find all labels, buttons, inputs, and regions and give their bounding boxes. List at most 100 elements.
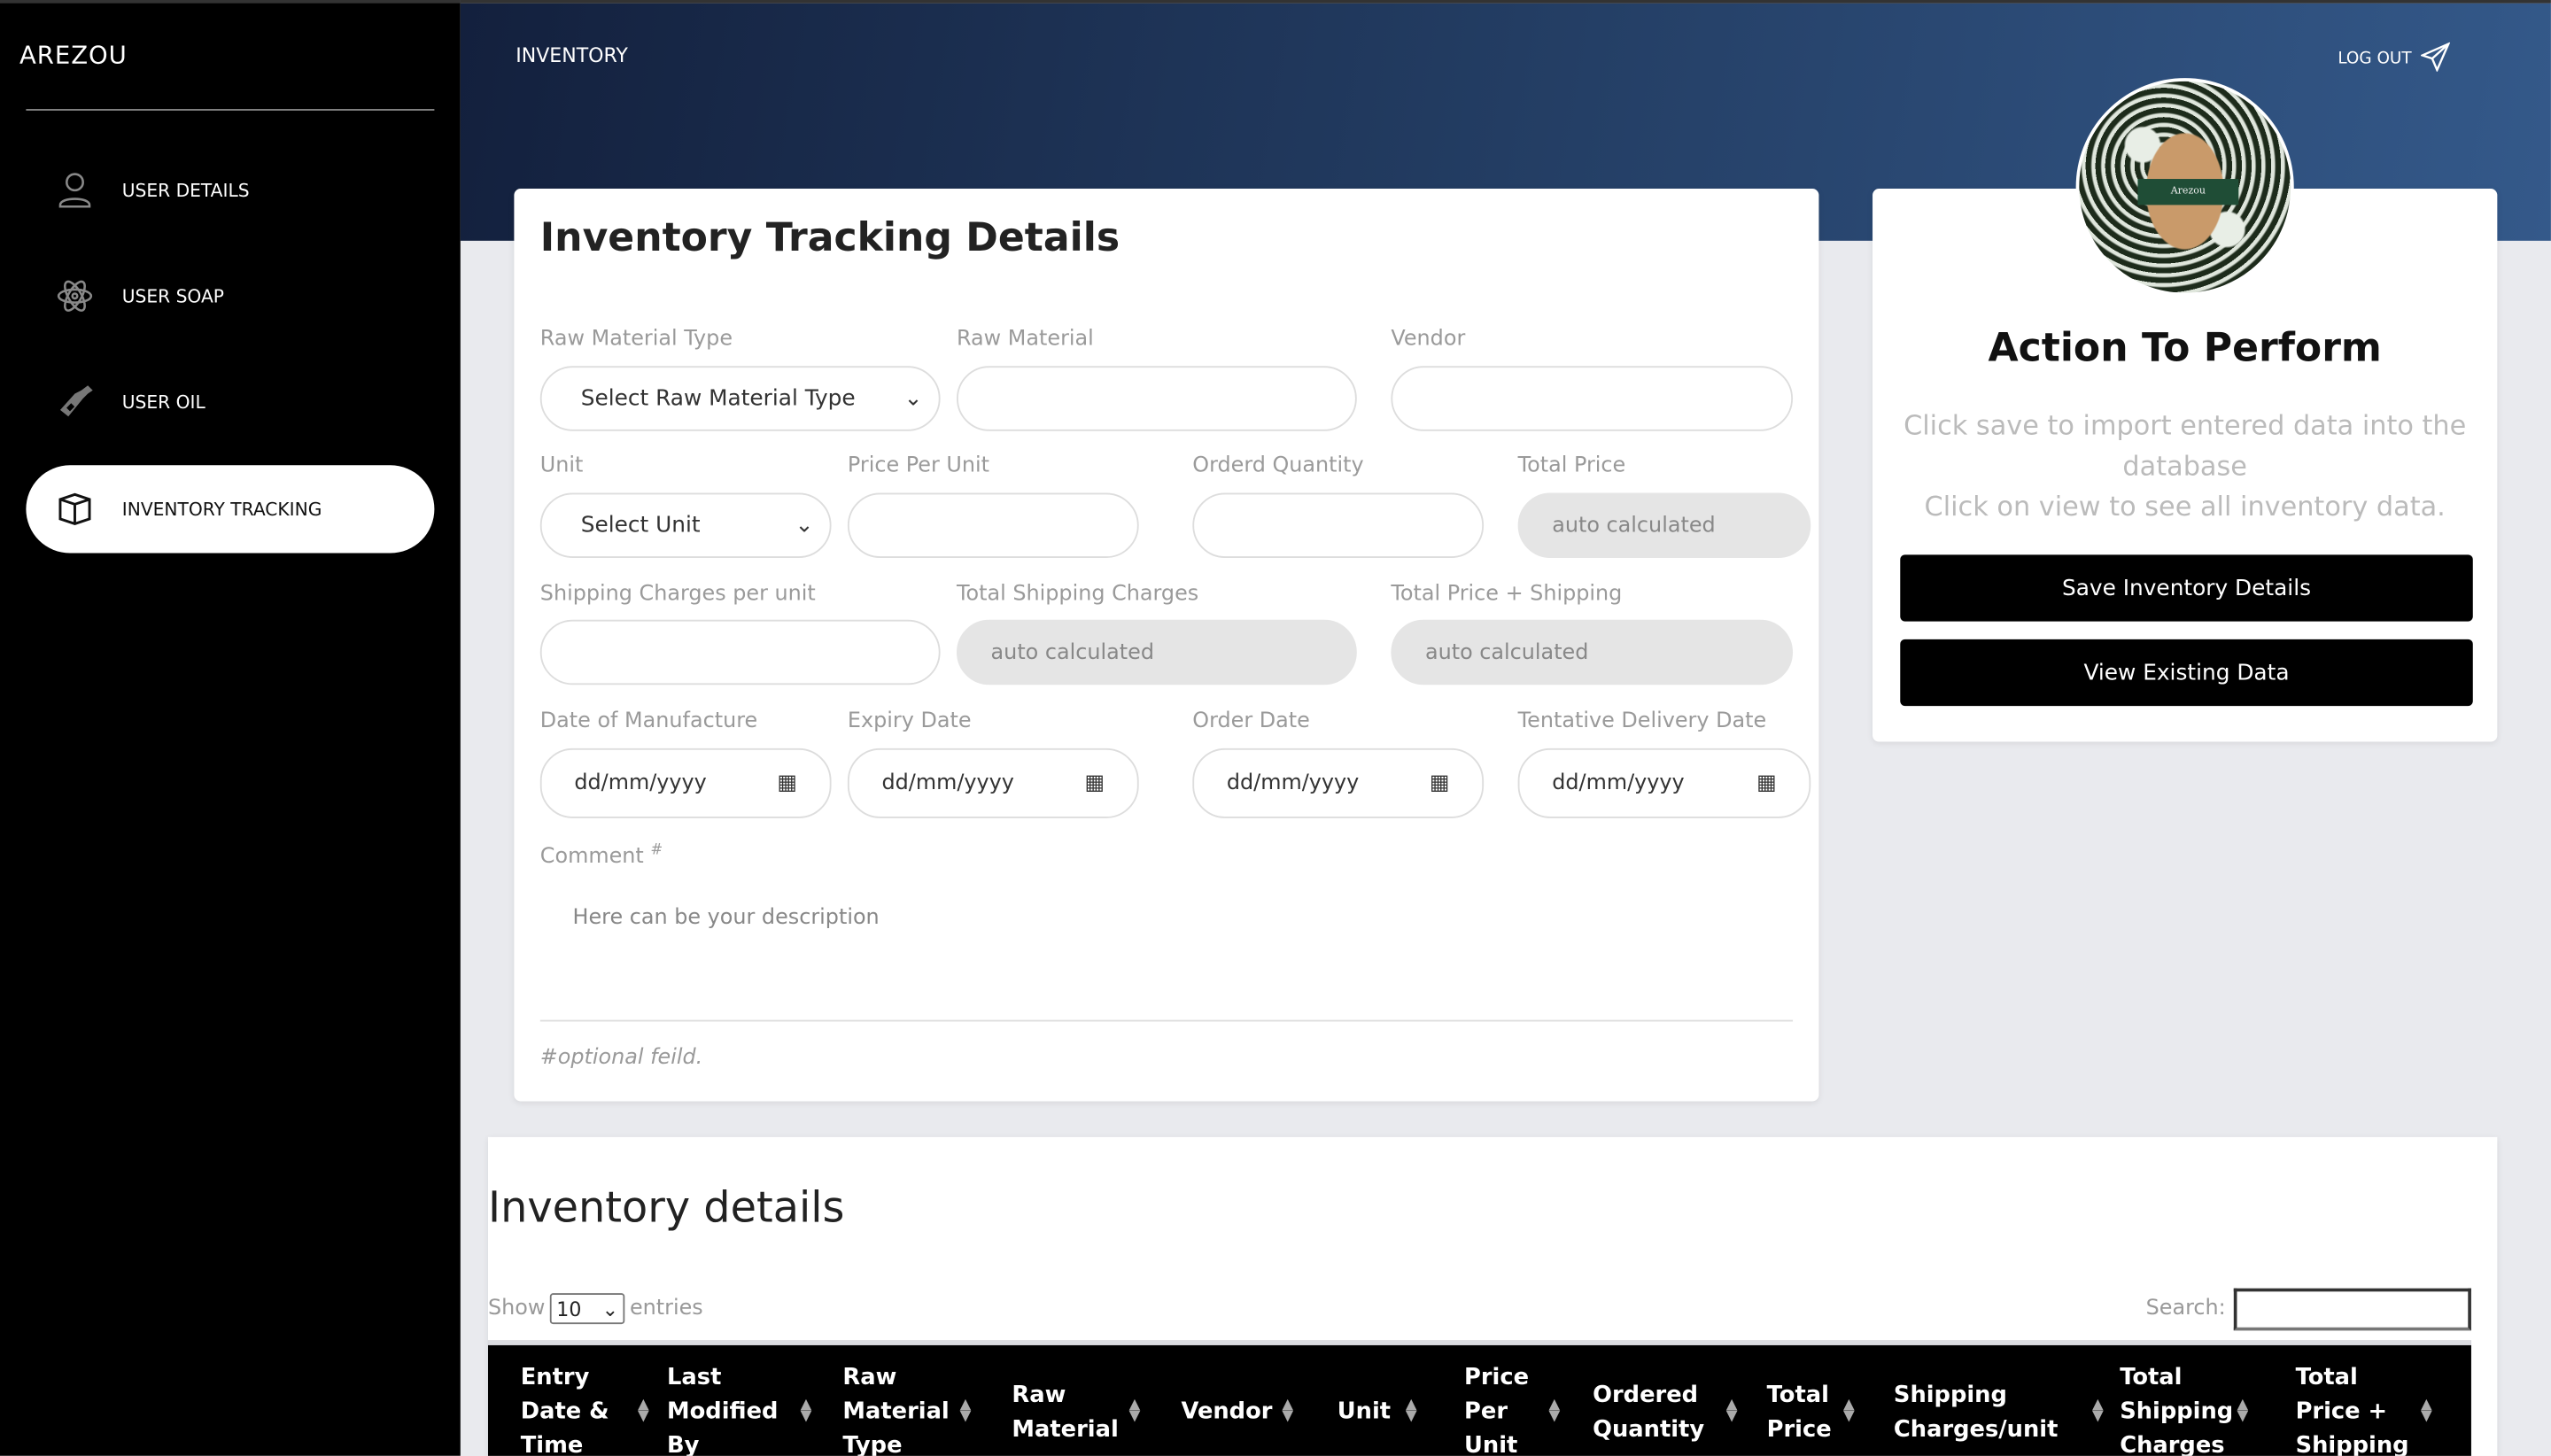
shipping-per-unit-label: Shipping Charges per unit — [539, 582, 816, 608]
save-inventory-button[interactable]: Save Inventory Details — [1900, 554, 2473, 622]
calendar-icon[interactable]: ▦ — [1084, 771, 1105, 796]
column-header-label: Raw Material Type — [842, 1364, 950, 1456]
sidebar-item-label: USER OIL — [121, 391, 205, 413]
column-header[interactable]: Vendor ▲ ▼ — [1181, 1361, 1307, 1456]
logout-label: LOG OUT — [2338, 50, 2412, 69]
box-icon — [26, 492, 121, 527]
raw-material-label: Raw Material — [956, 327, 1094, 352]
sort-icon[interactable]: ▲ ▼ — [800, 1397, 812, 1425]
price-per-unit-input[interactable] — [847, 492, 1139, 558]
column-header-label: Total Price + Shipping — [2295, 1364, 2409, 1456]
raw-material-type-select[interactable]: Select Raw Material Type ⌄ — [539, 366, 941, 431]
price-per-unit-label: Price Per Unit — [847, 453, 990, 478]
comment-label: Comment # — [540, 842, 663, 869]
page-title: INVENTORY — [516, 43, 628, 67]
action-text-save: Click save to import entered data into t… — [1904, 409, 2467, 482]
comment-label-text: Comment — [539, 844, 644, 870]
brand-name: AREZOU — [19, 40, 128, 70]
logout-button[interactable]: LOG OUT — [2338, 42, 2452, 77]
table-header: Entry Date & Time ▲ ▼ Last Modified By ▲ ▼ Raw… — [488, 1340, 2471, 1456]
date-value: dd/mm/yyyy — [574, 771, 707, 796]
product-avatar: Arezou — [2075, 78, 2294, 297]
sidebar-item-user-soap[interactable]: USER SOAP — [26, 252, 434, 340]
column-header-label: Raw Material — [1012, 1382, 1119, 1443]
action-text-view: Click on view to see all inventory data. — [1924, 491, 2446, 523]
date-manufacture-input[interactable]: dd/mm/yyyy ▦ — [539, 747, 832, 818]
date-manufacture-label: Date of Manufacture — [539, 709, 758, 734]
column-header[interactable]: Total Shipping Charges ▲ ▼ — [2120, 1361, 2263, 1456]
sidebar-item-label: USER SOAP — [121, 285, 224, 307]
raw-material-input[interactable] — [956, 366, 1357, 431]
sort-icon[interactable]: ▲ ▼ — [2091, 1397, 2104, 1425]
calendar-icon[interactable]: ▦ — [1756, 771, 1777, 796]
view-data-button[interactable]: View Existing Data — [1900, 639, 2473, 707]
delivery-date-input[interactable]: dd/mm/yyyy ▦ — [1517, 747, 1811, 818]
column-header-label: Last Modified By — [667, 1364, 779, 1456]
column-header[interactable]: Price Per Unit ▲ ▼ — [1464, 1361, 1575, 1456]
total-price-input: auto calculated — [1517, 492, 1811, 558]
sort-icon[interactable]: ▲ ▼ — [1405, 1397, 1417, 1425]
sort-icon[interactable]: ▲ ▼ — [1725, 1397, 1738, 1425]
column-header[interactable]: Shipping Charges/unit ▲ ▼ — [1894, 1361, 2118, 1456]
logo-band: Arezou — [2137, 179, 2239, 205]
sidebar-item-label: USER DETAILS — [121, 179, 250, 201]
column-header[interactable]: Entry Date & Time ▲ ▼ — [521, 1361, 664, 1456]
sidebar-item-user-details[interactable]: USER DETAILS — [26, 146, 434, 234]
sort-icon[interactable]: ▲ ▼ — [1282, 1397, 1294, 1425]
calendar-icon[interactable]: ▦ — [777, 771, 797, 796]
user-icon — [26, 171, 121, 210]
search-input[interactable] — [2233, 1288, 2471, 1331]
sort-icon[interactable]: ▲ ▼ — [2421, 1397, 2432, 1425]
unit-label: Unit — [539, 453, 584, 478]
sort-icon[interactable]: ▲ ▼ — [1842, 1397, 1855, 1425]
sidebar-item-inventory-tracking[interactable]: INVENTORY TRACKING — [26, 465, 435, 554]
optional-mark: # — [650, 842, 663, 859]
sidebar-item-label: INVENTORY TRACKING — [121, 498, 322, 520]
select-value: Select Unit — [580, 512, 701, 538]
ordered-quantity-input[interactable] — [1192, 492, 1485, 558]
column-header-label: Entry Date & Time — [520, 1364, 609, 1456]
expiry-date-input[interactable]: dd/mm/yyyy ▦ — [847, 747, 1139, 818]
column-header-label: Ordered Quantity — [1593, 1382, 1705, 1443]
show-label: Show — [488, 1296, 546, 1321]
order-date-input[interactable]: dd/mm/yyyy ▦ — [1192, 747, 1485, 818]
column-header[interactable]: Total Price ▲ ▼ — [1767, 1361, 1870, 1456]
sidebar-item-user-oil[interactable]: USER OIL — [26, 358, 434, 445]
column-header-label: Total Price — [1766, 1382, 1832, 1443]
column-header[interactable]: Ordered Quantity ▲ ▼ — [1593, 1361, 1752, 1456]
sort-icon[interactable]: ▲ ▼ — [637, 1397, 649, 1425]
delivery-date-label: Tentative Delivery Date — [1517, 709, 1767, 734]
date-value: dd/mm/yyyy — [881, 771, 1014, 796]
sort-icon[interactable]: ▲ ▼ — [2237, 1397, 2249, 1425]
shipping-per-unit-input[interactable] — [539, 619, 941, 685]
date-value: dd/mm/yyyy — [1552, 771, 1685, 796]
vendor-label: Vendor — [1391, 327, 1466, 352]
unit-select[interactable]: Select Unit ⌄ — [539, 492, 832, 558]
sort-icon[interactable]: ▲ ▼ — [959, 1397, 972, 1425]
total-price-label: Total Price — [1517, 453, 1626, 478]
column-header[interactable]: Total Price + Shipping ▲ ▼ — [2296, 1361, 2447, 1456]
total-shipping-input: auto calculated — [956, 619, 1357, 685]
total-shipping-label: Total Shipping Charges — [956, 582, 1199, 608]
table-title: Inventory details — [488, 1184, 845, 1234]
ordered-quantity-label: Orderd Quantity — [1192, 453, 1364, 478]
column-header[interactable]: Unit ▲ ▼ — [1338, 1361, 1432, 1456]
sort-icon[interactable]: ▲ ▼ — [1128, 1397, 1141, 1425]
sort-icon[interactable]: ▲ ▼ — [1548, 1397, 1561, 1425]
raw-material-type-label: Raw Material Type — [539, 327, 733, 352]
comment-textarea[interactable]: Here can be your description — [539, 879, 1794, 1022]
divider — [26, 109, 435, 111]
select-value: Select Raw Material Type — [580, 385, 856, 412]
total-plus-shipping-label: Total Price + Shipping — [1391, 582, 1623, 608]
column-header[interactable]: Raw Material Type ▲ ▼ — [842, 1361, 986, 1456]
column-header[interactable]: Last Modified By ▲ ▼ — [667, 1361, 826, 1456]
chevron-down-icon: ⌄ — [795, 512, 814, 538]
entries-select[interactable]: 10 ⌄ — [549, 1293, 625, 1325]
calendar-icon[interactable]: ▦ — [1429, 771, 1450, 796]
vendor-input[interactable] — [1391, 366, 1794, 431]
chevron-down-icon: ⌄ — [903, 385, 923, 412]
optional-note: #optional feild. — [539, 1045, 703, 1071]
chevron-down-icon: ⌄ — [601, 1297, 619, 1320]
column-header[interactable]: Raw Material ▲ ▼ — [1012, 1361, 1155, 1456]
column-header-label: Total Shipping Charges — [2120, 1364, 2234, 1456]
